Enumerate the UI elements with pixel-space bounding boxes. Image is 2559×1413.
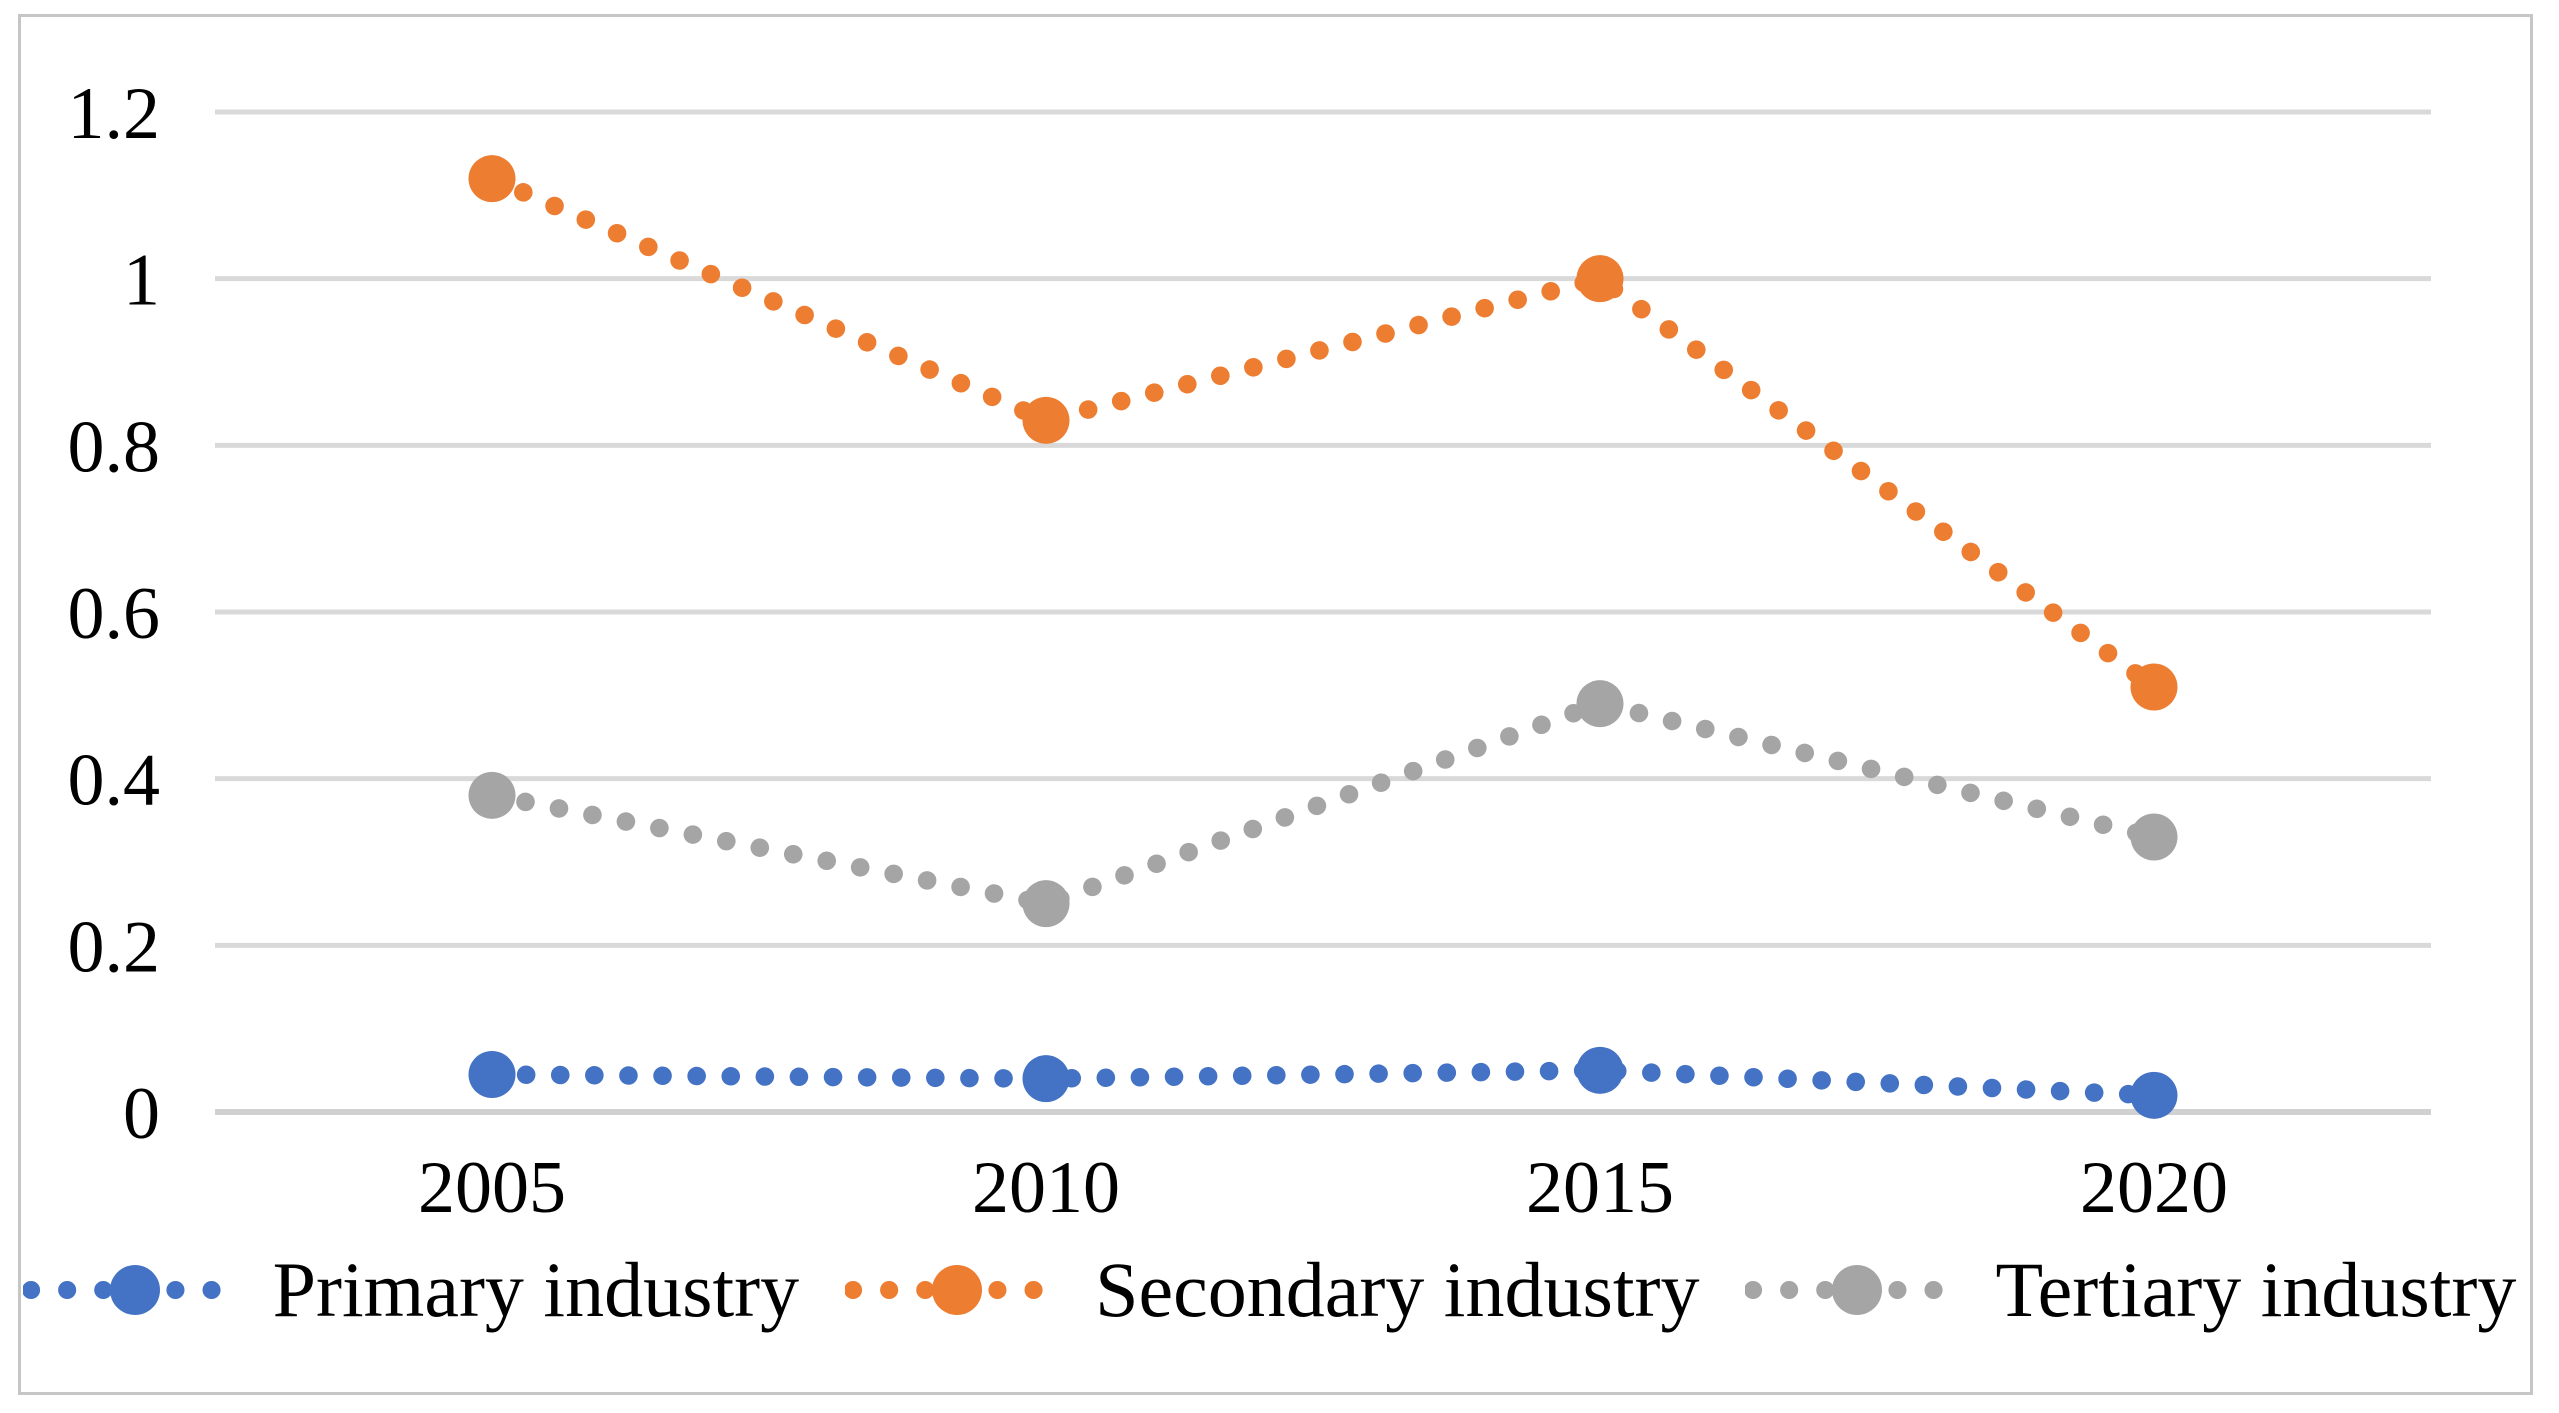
series-line-tertiary-industry <box>482 694 2164 913</box>
series-line-secondary-industry <box>482 169 2164 697</box>
data-point-marker-tertiary-industry <box>468 771 516 819</box>
y-tick-label: 0.8 <box>68 406 161 488</box>
data-point-marker-tertiary-industry <box>2130 813 2178 861</box>
legend-label-primary-industry: Primary industry <box>272 1246 800 1333</box>
x-tick-label: 2005 <box>418 1147 566 1229</box>
chart-legend: Primary industry Secondary industry Tertia… <box>22 1238 2516 1342</box>
y-tick-label: 0 <box>123 1073 160 1155</box>
data-point-marker-tertiary-industry <box>1576 680 1624 728</box>
y-tick-label: 0.4 <box>68 740 161 822</box>
data-point-marker-primary-industry <box>2130 1071 2178 1119</box>
legend-item-primary-industry: Primary industry <box>22 1246 800 1333</box>
x-tick-label: 2020 <box>2080 1147 2228 1229</box>
y-tick-label: 1.2 <box>68 73 161 155</box>
data-point-marker-tertiary-industry <box>1022 880 1070 928</box>
legend-item-secondary-industry: Secondary industry <box>845 1251 1699 1329</box>
data-point-marker-primary-industry <box>468 1051 516 1099</box>
x-tick-label: 2010 <box>972 1147 1120 1229</box>
y-tick-label: 1 <box>123 240 160 322</box>
legend-marker-sample-tertiary-industry <box>1745 1265 1970 1315</box>
data-point-marker-secondary-industry <box>468 155 516 203</box>
legend-marker-sample-primary-industry <box>22 1265 247 1315</box>
x-tick-label: 2015 <box>1526 1147 1674 1229</box>
series-line-primary-industry <box>482 1061 2164 1105</box>
data-point-marker-primary-industry <box>1022 1055 1070 1103</box>
chart-outer-border <box>18 14 2533 1395</box>
data-point-marker-primary-industry <box>1576 1046 1624 1094</box>
y-tick-label: 0.2 <box>68 906 161 988</box>
y-tick-label: 0.6 <box>68 573 161 655</box>
data-point-marker-secondary-industry <box>1022 396 1070 444</box>
data-point-marker-secondary-industry <box>1576 255 1624 303</box>
legend-label-secondary-industry: Secondary industry <box>1095 1246 1700 1333</box>
legend-marker-sample-secondary-industry <box>845 1265 1070 1315</box>
legend-label-tertiary-industry: Tertiary industry <box>1995 1246 2517 1333</box>
data-point-marker-secondary-industry <box>2130 663 2178 711</box>
legend-item-tertiary-industry: Tertiary industry <box>1745 1251 2516 1329</box>
